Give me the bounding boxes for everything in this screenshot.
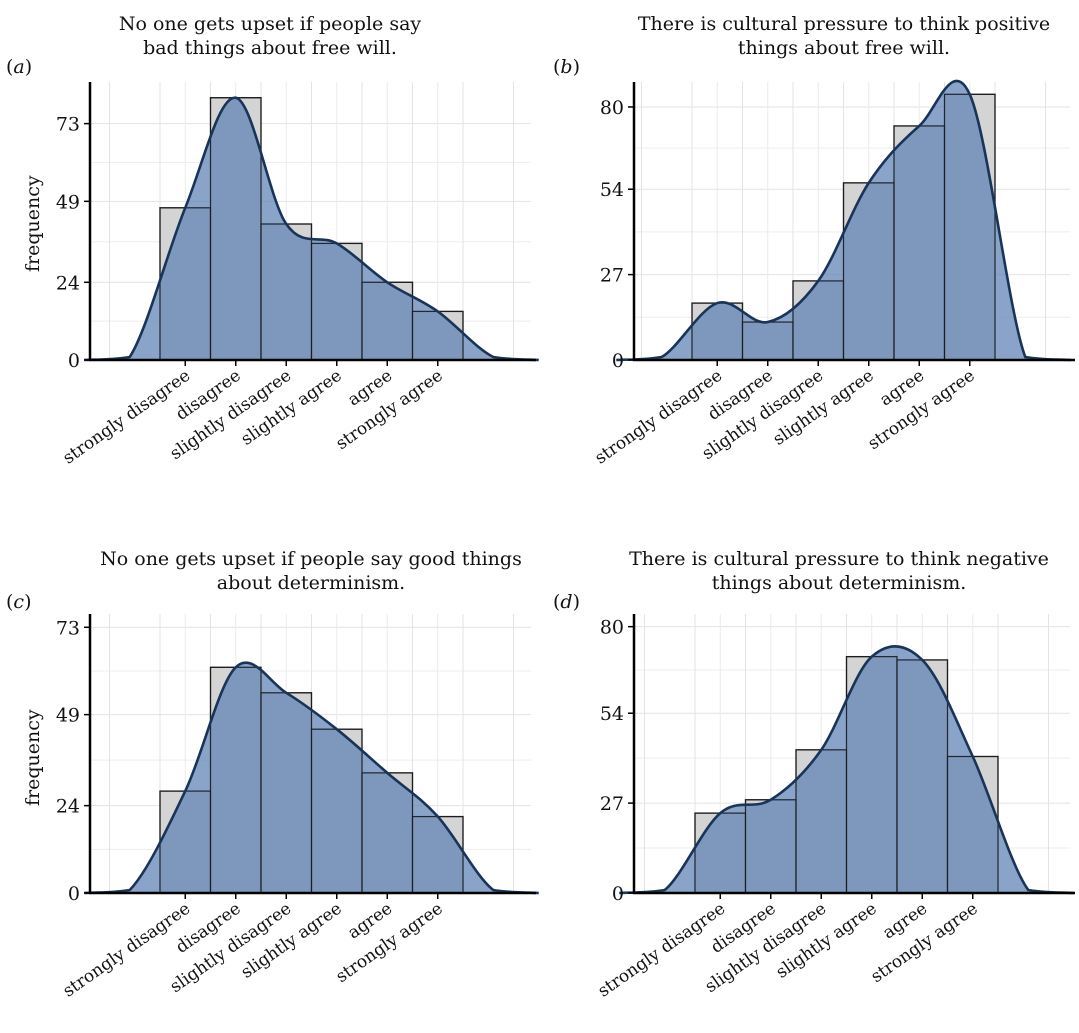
y-tick-label: 54 bbox=[600, 703, 624, 725]
density-area bbox=[616, 80, 1071, 360]
y-tick-label: 0 bbox=[68, 350, 80, 372]
y-tick-label: 0 bbox=[612, 883, 624, 905]
y-tick-label: 49 bbox=[56, 191, 80, 213]
chart-title: There is cultural pressure to think posi… bbox=[637, 13, 1051, 59]
panel-label: (d) bbox=[553, 591, 581, 613]
y-tick-label: 73 bbox=[56, 617, 80, 639]
chart-title: There is cultural pressure to think nega… bbox=[629, 548, 1049, 594]
chart-panel-a: No one gets upset if people say bad thin… bbox=[0, 0, 540, 516]
chart-title: No one gets upset if people say good thi… bbox=[100, 548, 522, 594]
panel-label: (b) bbox=[553, 56, 581, 78]
density-line bbox=[84, 661, 539, 895]
density-line bbox=[619, 645, 1074, 895]
y-tick-label: 73 bbox=[56, 114, 80, 136]
y-tick-label: 24 bbox=[56, 796, 80, 818]
chart-panel-d: There is cultural pressure to think nega… bbox=[539, 516, 1079, 1032]
chart-panel-c: No one gets upset if people say good thi… bbox=[0, 516, 540, 1032]
panel-letter: d bbox=[560, 591, 573, 613]
y-tick-label: 24 bbox=[56, 272, 80, 294]
y-tick-label: 0 bbox=[612, 350, 624, 372]
y-tick-label: 80 bbox=[600, 97, 624, 119]
density-area bbox=[84, 97, 539, 360]
chart-panel-b: There is cultural pressure to think posi… bbox=[539, 0, 1079, 516]
y-tick-label: 54 bbox=[600, 179, 624, 201]
chart-title: No one gets upset if people say bad thin… bbox=[118, 13, 422, 59]
y-tick-label: 27 bbox=[600, 265, 624, 287]
panel-label: (c) bbox=[6, 591, 32, 613]
y-tick-label: 80 bbox=[600, 617, 624, 639]
density-line bbox=[84, 96, 539, 362]
y-tick-label: 49 bbox=[56, 705, 80, 727]
panel-letter: a bbox=[13, 56, 25, 78]
panel-letter: c bbox=[13, 591, 25, 613]
panel-letter: b bbox=[560, 56, 573, 78]
panel-label: (a) bbox=[6, 56, 33, 78]
density-line bbox=[616, 79, 1071, 362]
y-tick-label: 27 bbox=[600, 793, 624, 815]
y-tick-label: 0 bbox=[68, 883, 80, 905]
